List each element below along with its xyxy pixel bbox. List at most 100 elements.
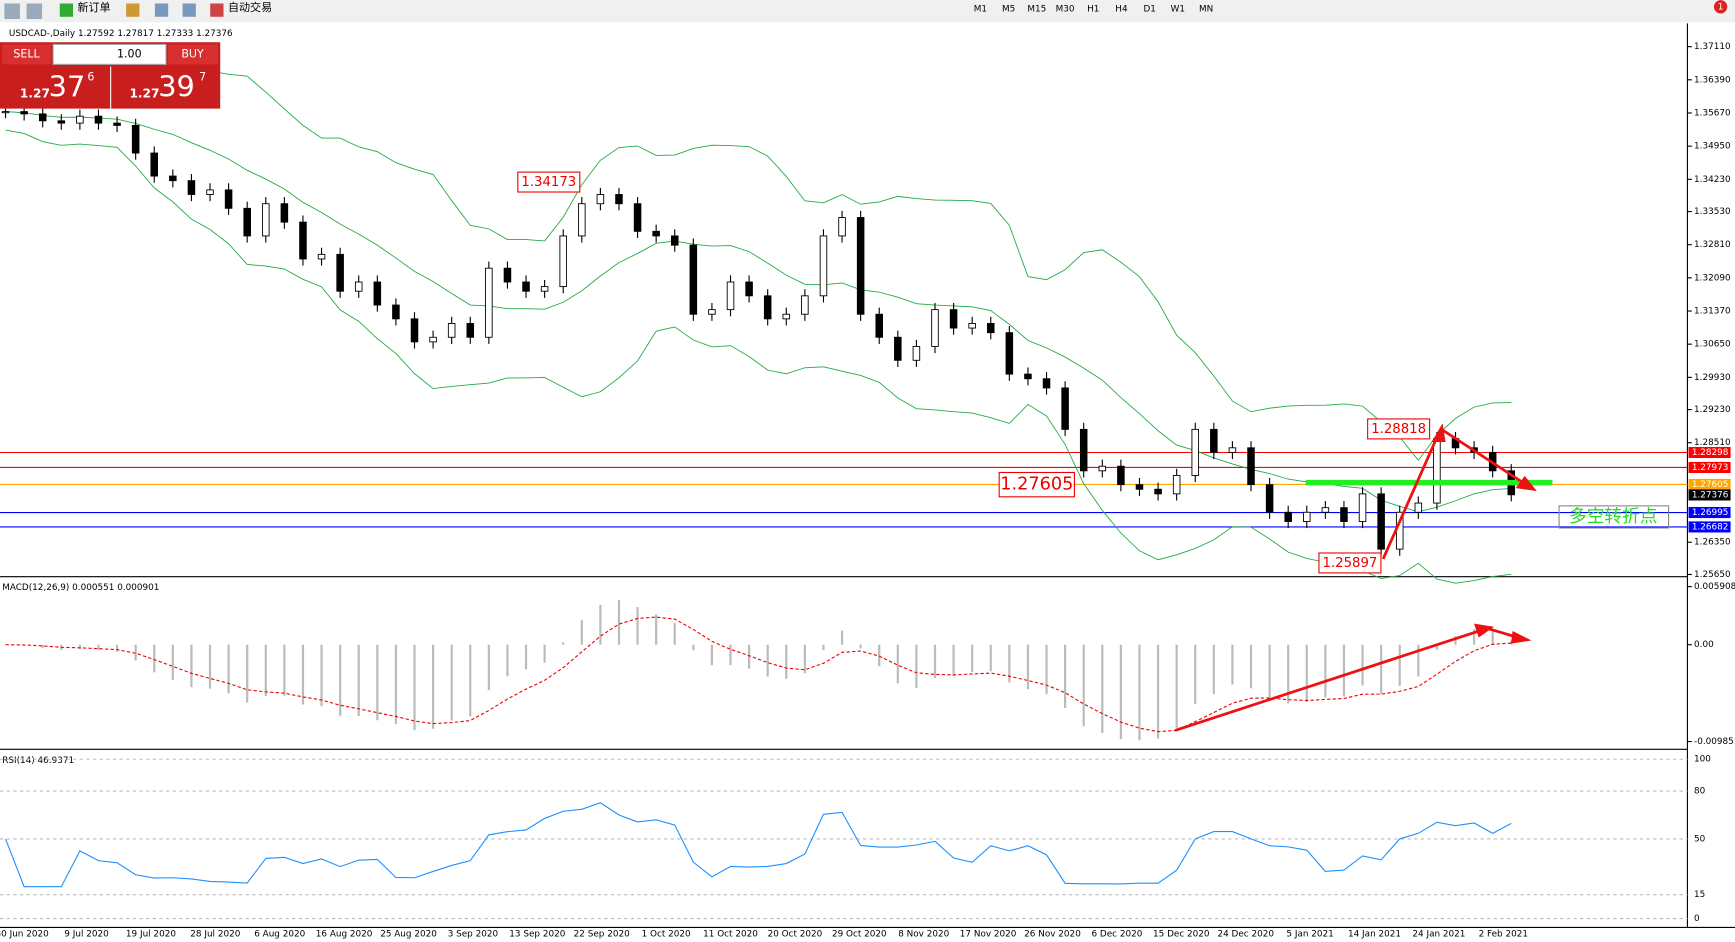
candle-body xyxy=(559,235,567,288)
toolbar-bg xyxy=(0,0,1735,23)
date-label: 17 Nov 2020 xyxy=(960,930,1017,940)
tool-icon[interactable] xyxy=(4,3,20,19)
timeframe-button[interactable]: W1 xyxy=(1171,5,1185,15)
date-label: 14 Jan 2021 xyxy=(1348,930,1401,940)
arrow xyxy=(1174,628,1484,732)
price-annotation-box xyxy=(1367,418,1431,440)
date-label: 2 Feb 2021 xyxy=(1479,930,1528,940)
candle-body xyxy=(1321,507,1330,513)
candle-body xyxy=(38,113,47,122)
candle-body xyxy=(280,203,289,223)
candle-body xyxy=(745,281,753,297)
price-tick-label: 1.35670 xyxy=(1694,108,1731,118)
date-label: 6 Aug 2020 xyxy=(254,930,305,940)
candle-body xyxy=(187,180,196,195)
candle-body xyxy=(838,217,846,237)
timeframe-button[interactable]: M30 xyxy=(1056,5,1075,15)
buy-price-big: 1.27 xyxy=(129,87,159,101)
new-order-icon[interactable] xyxy=(59,3,74,17)
candle-body xyxy=(670,235,679,246)
timeframe-button[interactable]: H4 xyxy=(1115,5,1128,15)
timeframe-button[interactable]: M5 xyxy=(1002,5,1015,15)
candle-body xyxy=(206,189,214,195)
date-label: 15 Dec 2020 xyxy=(1153,930,1210,940)
macd-tick-label: -0.009851 xyxy=(1694,737,1735,747)
candle-body xyxy=(931,309,939,347)
rsi-line xyxy=(5,802,1512,888)
new-order-button[interactable]: 新订单 xyxy=(77,0,110,14)
arrowhead xyxy=(1510,630,1532,644)
price-annotation: 1.27605 xyxy=(1000,475,1073,495)
candle-body xyxy=(689,244,698,315)
candle-body xyxy=(1228,447,1237,453)
candle-body xyxy=(447,323,456,338)
candle-body xyxy=(1247,447,1255,486)
tool-icon[interactable] xyxy=(126,3,140,17)
tool-icon[interactable] xyxy=(26,3,43,19)
candle-body xyxy=(392,304,400,320)
sell-button[interactable] xyxy=(2,44,51,65)
candle-body xyxy=(801,295,809,315)
auto-trading-button[interactable]: 自动交易 xyxy=(228,0,272,14)
macd-title: MACD(12,26,9) 0.000551 0.000901 xyxy=(2,583,159,593)
lot-input[interactable] xyxy=(52,43,167,65)
timeframe-button[interactable]: M1 xyxy=(974,5,987,15)
candle-body xyxy=(968,323,976,329)
buy-price-sup: 7 xyxy=(199,71,206,84)
timeframe-button[interactable]: H1 xyxy=(1087,5,1099,15)
timeframe-bar: M1 M5 M15 M30 H1 H4 D1 W1 MN xyxy=(974,5,1213,15)
price-tick-label: 1.25650 xyxy=(1694,570,1731,580)
sell-price-sup[interactable]: 6 xyxy=(87,71,94,84)
date-label: 20 Oct 2020 xyxy=(768,930,823,940)
date-label: 25 Aug 2020 xyxy=(380,930,437,940)
candle-body xyxy=(856,217,865,315)
price-tick-label: 1.32810 xyxy=(1694,240,1731,250)
date-label: 1 Oct 2020 xyxy=(642,930,691,940)
buy-price-main: 39 xyxy=(158,70,195,104)
pivot-note: 多空转折点 xyxy=(1569,506,1657,527)
buy-button[interactable] xyxy=(168,44,218,65)
date-label: 22 Sep 2020 xyxy=(574,930,630,940)
candle-body xyxy=(615,194,623,205)
price-level-label: 1.28298 xyxy=(1692,448,1729,458)
timeframe-button[interactable]: M15 xyxy=(1027,5,1046,15)
tool-icon[interactable] xyxy=(182,3,196,17)
date-label: 9 Jul 2020 xyxy=(64,930,109,940)
timeframe-button[interactable]: D1 xyxy=(1143,5,1155,15)
price-level-tag xyxy=(1688,521,1731,533)
candle-body xyxy=(1303,511,1311,522)
date-label: 28 Jul 2020 xyxy=(190,930,240,940)
rsi-title: RSI(14) 46.9371 xyxy=(2,756,74,766)
candle-body xyxy=(782,313,791,320)
price-annotation-box xyxy=(517,171,581,193)
arrow xyxy=(1441,428,1526,485)
tool-icon[interactable] xyxy=(154,3,169,17)
alert-badge[interactable] xyxy=(1713,0,1728,14)
price-level-label: 1.27973 xyxy=(1692,463,1729,473)
sell-price-main: 37 xyxy=(49,70,86,104)
candle-body xyxy=(763,295,772,320)
macd-tick-label: 0.00 xyxy=(1694,640,1714,650)
trend-arrows xyxy=(1174,423,1537,732)
price-annotation: 1.34173 xyxy=(521,175,576,190)
timeframe-button[interactable]: MN xyxy=(1199,5,1213,15)
candle-body xyxy=(987,323,995,334)
date-label: 16 Aug 2020 xyxy=(316,930,373,940)
candle-body xyxy=(20,111,28,115)
date-label: 13 Sep 2020 xyxy=(509,930,565,940)
rsi-tick-label: 100 xyxy=(1694,755,1711,765)
candle-body xyxy=(429,336,437,343)
candle-body xyxy=(949,309,958,329)
rsi-tick-label: 0 xyxy=(1694,914,1700,924)
price-tick-label: 1.34950 xyxy=(1694,142,1731,152)
auto-trading-icon[interactable] xyxy=(210,3,224,17)
candle-body xyxy=(1117,465,1125,486)
candle-body xyxy=(596,194,605,205)
trade-panel: SELL 1.00 BUY 1.27 37 6 1.27 39 7 xyxy=(0,42,221,109)
price-level-tag xyxy=(1688,446,1731,459)
candle-body xyxy=(1377,493,1385,550)
candle-body xyxy=(1210,428,1218,453)
candle-body xyxy=(1135,484,1144,490)
plot: 1.37110 1.36390 1.35670 1.34950 1.34230 1.335… xyxy=(0,42,1735,940)
